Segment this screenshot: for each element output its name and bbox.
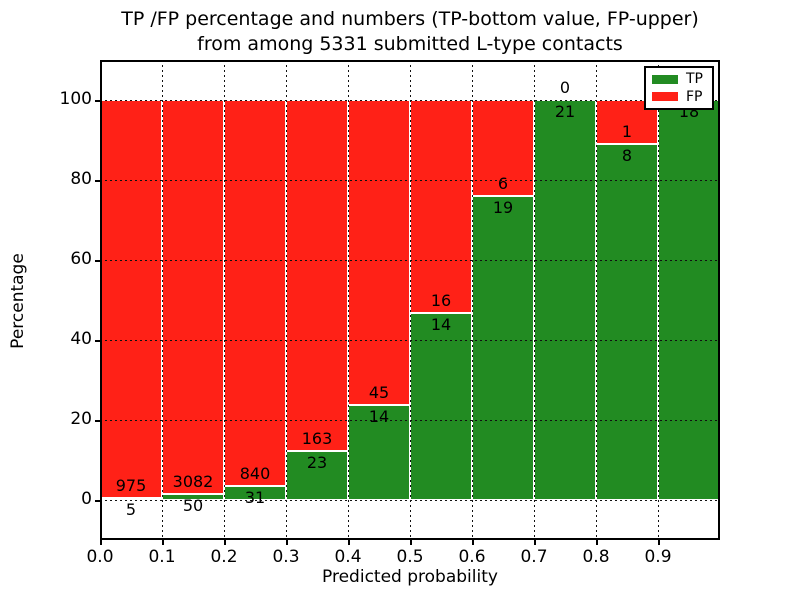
- bar-segment-tp: [286, 450, 348, 500]
- bar-count-label-fp: 0: [559, 78, 571, 97]
- x-tick-mark: [224, 540, 226, 545]
- gridline-v: [534, 60, 535, 540]
- x-tick-mark: [162, 540, 164, 545]
- x-tick-mark: [472, 540, 474, 545]
- y-tick-label: 0: [81, 489, 92, 509]
- y-tick-mark: [95, 260, 100, 262]
- bar-segment-tp: [472, 196, 534, 500]
- y-axis-label: Percentage: [8, 253, 28, 349]
- gridline-v: [410, 60, 411, 540]
- x-axis-label: Predicted probability: [322, 567, 498, 587]
- y-tick-mark: [95, 500, 100, 502]
- bar-segment-fp: [224, 100, 286, 486]
- gridline-v: [658, 60, 659, 540]
- x-tick-label: 0.9: [644, 547, 672, 567]
- bar-segment-tp: [534, 100, 596, 500]
- bar-count-label-fp: 6: [497, 174, 509, 193]
- bar-count-label-tp: 5: [125, 499, 137, 519]
- x-tick-mark: [348, 540, 350, 545]
- gridline-v: [162, 60, 163, 540]
- bar-segment-fp: [162, 100, 224, 494]
- gridline-v: [224, 60, 225, 540]
- x-tick-mark: [658, 540, 660, 545]
- y-tick-label: 20: [70, 409, 92, 429]
- x-tick-mark: [286, 540, 288, 545]
- y-tick-mark: [95, 340, 100, 342]
- plot-area: 975530825084031163234514161461902118018 …: [100, 60, 720, 540]
- x-tick-mark: [100, 540, 102, 545]
- bar-segment-tp: [596, 144, 658, 500]
- legend-label-fp: FP: [686, 88, 703, 105]
- y-tick-label: 60: [70, 249, 92, 269]
- gridline-v: [596, 60, 597, 540]
- bar-count-label-tp: 31: [244, 487, 266, 507]
- bar-segment-fp: [348, 100, 410, 406]
- bar-segment-fp: [100, 100, 162, 498]
- x-tick-label: 0.0: [86, 547, 114, 567]
- y-tick-mark: [95, 100, 100, 102]
- bar-count-label-tp: 14: [368, 407, 390, 427]
- bar-segment-tp: [658, 100, 720, 500]
- chart-title-line1: TP /FP percentage and numbers (TP-bottom…: [121, 8, 699, 30]
- bar-count-label-tp: 8: [621, 146, 633, 166]
- bar-count-label-fp: 1: [621, 122, 633, 142]
- legend-swatch-fp-icon: [652, 92, 678, 102]
- x-tick-label: 0.8: [582, 547, 610, 567]
- bar-count-label-tp: 21: [554, 102, 576, 121]
- bar-count-label-tp: 19: [492, 198, 514, 217]
- chart-title: TP /FP percentage and numbers (TP-bottom…: [90, 7, 730, 57]
- bar-segment-tp: [410, 313, 472, 500]
- y-tick-mark: [95, 180, 100, 182]
- x-tick-label: 0.1: [148, 547, 176, 567]
- bar-count-label-tp: 50: [182, 495, 204, 515]
- bar-segment-fp: [410, 100, 472, 314]
- bar-count-label-tp: 23: [306, 452, 328, 472]
- bar-count-label-fp: 3082: [172, 471, 214, 491]
- y-tick-label: 80: [70, 169, 92, 189]
- x-tick-label: 0.5: [396, 547, 424, 567]
- legend-swatch-tp-icon: [652, 74, 678, 84]
- gridline-v: [286, 60, 287, 540]
- x-tick-mark: [534, 540, 536, 545]
- bar-count-label-fp: 163: [301, 428, 333, 448]
- legend-item-tp: TP: [652, 72, 706, 86]
- bar-segment-fp: [286, 100, 348, 451]
- x-tick-label: 0.7: [520, 547, 548, 567]
- x-tick-mark: [596, 540, 598, 545]
- gridline-v: [472, 60, 473, 540]
- y-tick-label: 100: [59, 89, 92, 109]
- chart-title-line2: from among 5331 submitted L-type contact…: [197, 33, 623, 55]
- x-tick-label: 0.6: [458, 547, 486, 567]
- legend: TP FP: [644, 66, 714, 110]
- bar-count-label-fp: 45: [368, 383, 390, 403]
- x-tick-label: 0.2: [210, 547, 238, 567]
- legend-label-tp: TP: [686, 71, 703, 88]
- bar-count-label-fp: 16: [430, 291, 452, 311]
- x-tick-label: 0.4: [334, 547, 362, 567]
- legend-item-fp: FP: [652, 90, 706, 104]
- y-tick-mark: [95, 420, 100, 422]
- bar-count-label-fp: 840: [239, 463, 271, 483]
- y-tick-label: 40: [70, 329, 92, 349]
- x-tick-mark: [410, 540, 412, 545]
- gridline-v: [348, 60, 349, 540]
- bar-count-label-fp: 975: [115, 475, 147, 495]
- x-tick-label: 0.3: [272, 547, 300, 567]
- bar-count-label-tp: 14: [430, 315, 452, 335]
